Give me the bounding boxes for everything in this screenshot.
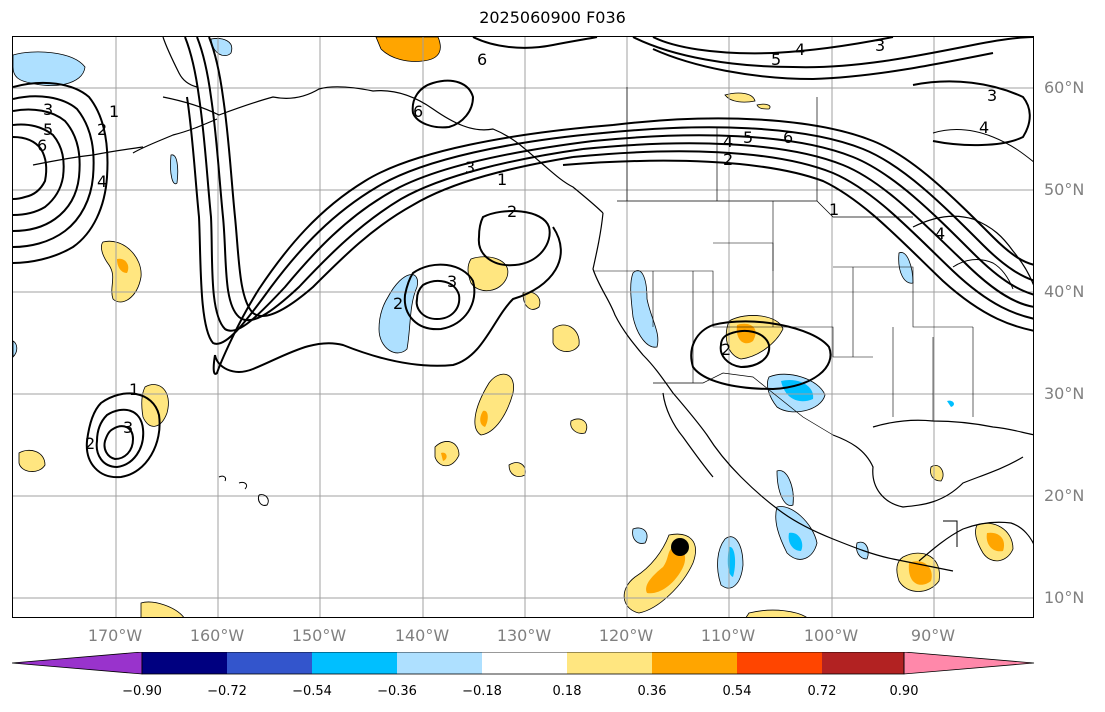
contour-label: 4 bbox=[979, 118, 989, 137]
latitude-label: 50°N bbox=[1044, 180, 1085, 199]
contour-label: 2 bbox=[723, 150, 733, 169]
longitude-label: 130°W bbox=[496, 626, 552, 645]
map-title: 2025060900 F036 bbox=[479, 8, 626, 27]
colorbar-tick-label: −0.36 bbox=[377, 684, 417, 699]
coastlines-and-borders bbox=[32, 37, 1033, 572]
contour-label: 4 bbox=[795, 40, 805, 59]
contour-label: 4 bbox=[723, 132, 733, 151]
latitude-label: 60°N bbox=[1044, 78, 1085, 97]
contour-label: 3 bbox=[43, 100, 53, 119]
contour-label: 2 bbox=[393, 294, 403, 313]
contour-label: 1 bbox=[829, 200, 839, 219]
contour-label: 2 bbox=[507, 202, 517, 221]
shaded-anomaly-fields bbox=[13, 37, 1014, 617]
contour-label: 2 bbox=[85, 434, 95, 453]
colorbar-tick-label: 0.36 bbox=[637, 684, 667, 699]
colorbar-segment bbox=[227, 652, 312, 674]
longitude-label: 150°W bbox=[291, 626, 347, 645]
contour-label: 1 bbox=[497, 170, 507, 189]
contour-label: 2 bbox=[721, 340, 731, 359]
colorbar-segment bbox=[652, 652, 737, 674]
contour-label: 6 bbox=[477, 50, 487, 69]
contour-lines bbox=[13, 37, 1033, 479]
contour-label: 3 bbox=[875, 37, 885, 55]
colorbar-extend-low bbox=[12, 652, 143, 675]
colorbar-segment bbox=[567, 652, 652, 674]
contour-label: 2 bbox=[97, 120, 107, 139]
longitude-label: 110°W bbox=[700, 626, 756, 645]
colorbar-segment bbox=[737, 652, 822, 674]
colorbar-segment bbox=[822, 652, 904, 674]
colorbar-tick-label: 0.90 bbox=[889, 684, 919, 699]
storm-position-marker bbox=[671, 538, 689, 556]
contour-label: 3 bbox=[447, 272, 457, 291]
latitude-label: 10°N bbox=[1044, 588, 1085, 607]
longitude-label: 100°W bbox=[803, 626, 859, 645]
contour-label: 6 bbox=[783, 128, 793, 147]
colorbar-segment bbox=[312, 652, 397, 674]
colorbar-tick-label: −0.54 bbox=[292, 684, 332, 699]
colorbar-tick-label: −0.72 bbox=[207, 684, 247, 699]
longitude-label: 170°W bbox=[87, 626, 143, 645]
contour-label: 5 bbox=[43, 120, 53, 139]
colorbar-tick-label: 0.72 bbox=[807, 684, 837, 699]
longitude-label: 90°W bbox=[910, 626, 956, 645]
colorbar-segment bbox=[482, 652, 567, 674]
colorbar-tick-label: −0.18 bbox=[462, 684, 502, 699]
longitude-label: 140°W bbox=[394, 626, 450, 645]
contour-label: 4 bbox=[935, 224, 945, 243]
contour-label: 1 bbox=[109, 102, 119, 121]
colorbar-tick-label: 0.54 bbox=[722, 684, 752, 699]
contour-label: 1 bbox=[129, 380, 139, 399]
latitude-label: 40°N bbox=[1044, 282, 1085, 301]
contour-label: 5 bbox=[771, 50, 781, 69]
contour-label: 3 bbox=[987, 86, 997, 105]
colorbar-tick-label: −0.90 bbox=[122, 684, 162, 699]
latitude-label: 30°N bbox=[1044, 384, 1085, 403]
gridlines bbox=[13, 37, 1033, 617]
colorbar-segment bbox=[397, 652, 482, 674]
contour-label: 4 bbox=[97, 172, 107, 191]
contour-label: 6 bbox=[413, 102, 423, 121]
contour-label: 6 bbox=[37, 136, 47, 155]
colorbar-tick-label: 0.18 bbox=[552, 684, 582, 699]
contour-label: 5 bbox=[743, 128, 753, 147]
contour-label: 3 bbox=[123, 418, 133, 437]
contour-label: 3 bbox=[465, 158, 475, 177]
contour-labels: 6 5 4 3 3 4 4 5 6 2 1 1 3 2 3 2 6 3 5 6 … bbox=[37, 37, 997, 453]
longitude-label: 160°W bbox=[189, 626, 245, 645]
longitude-label: 120°W bbox=[598, 626, 654, 645]
colorbar-segment bbox=[142, 652, 227, 674]
colorbar bbox=[12, 652, 1035, 675]
map-panel: 6 5 4 3 3 4 4 5 6 2 1 1 3 2 3 2 6 3 5 6 … bbox=[12, 36, 1034, 618]
colorbar-extend-high bbox=[903, 652, 1035, 675]
position-marker bbox=[671, 538, 689, 556]
latitude-label: 20°N bbox=[1044, 486, 1085, 505]
